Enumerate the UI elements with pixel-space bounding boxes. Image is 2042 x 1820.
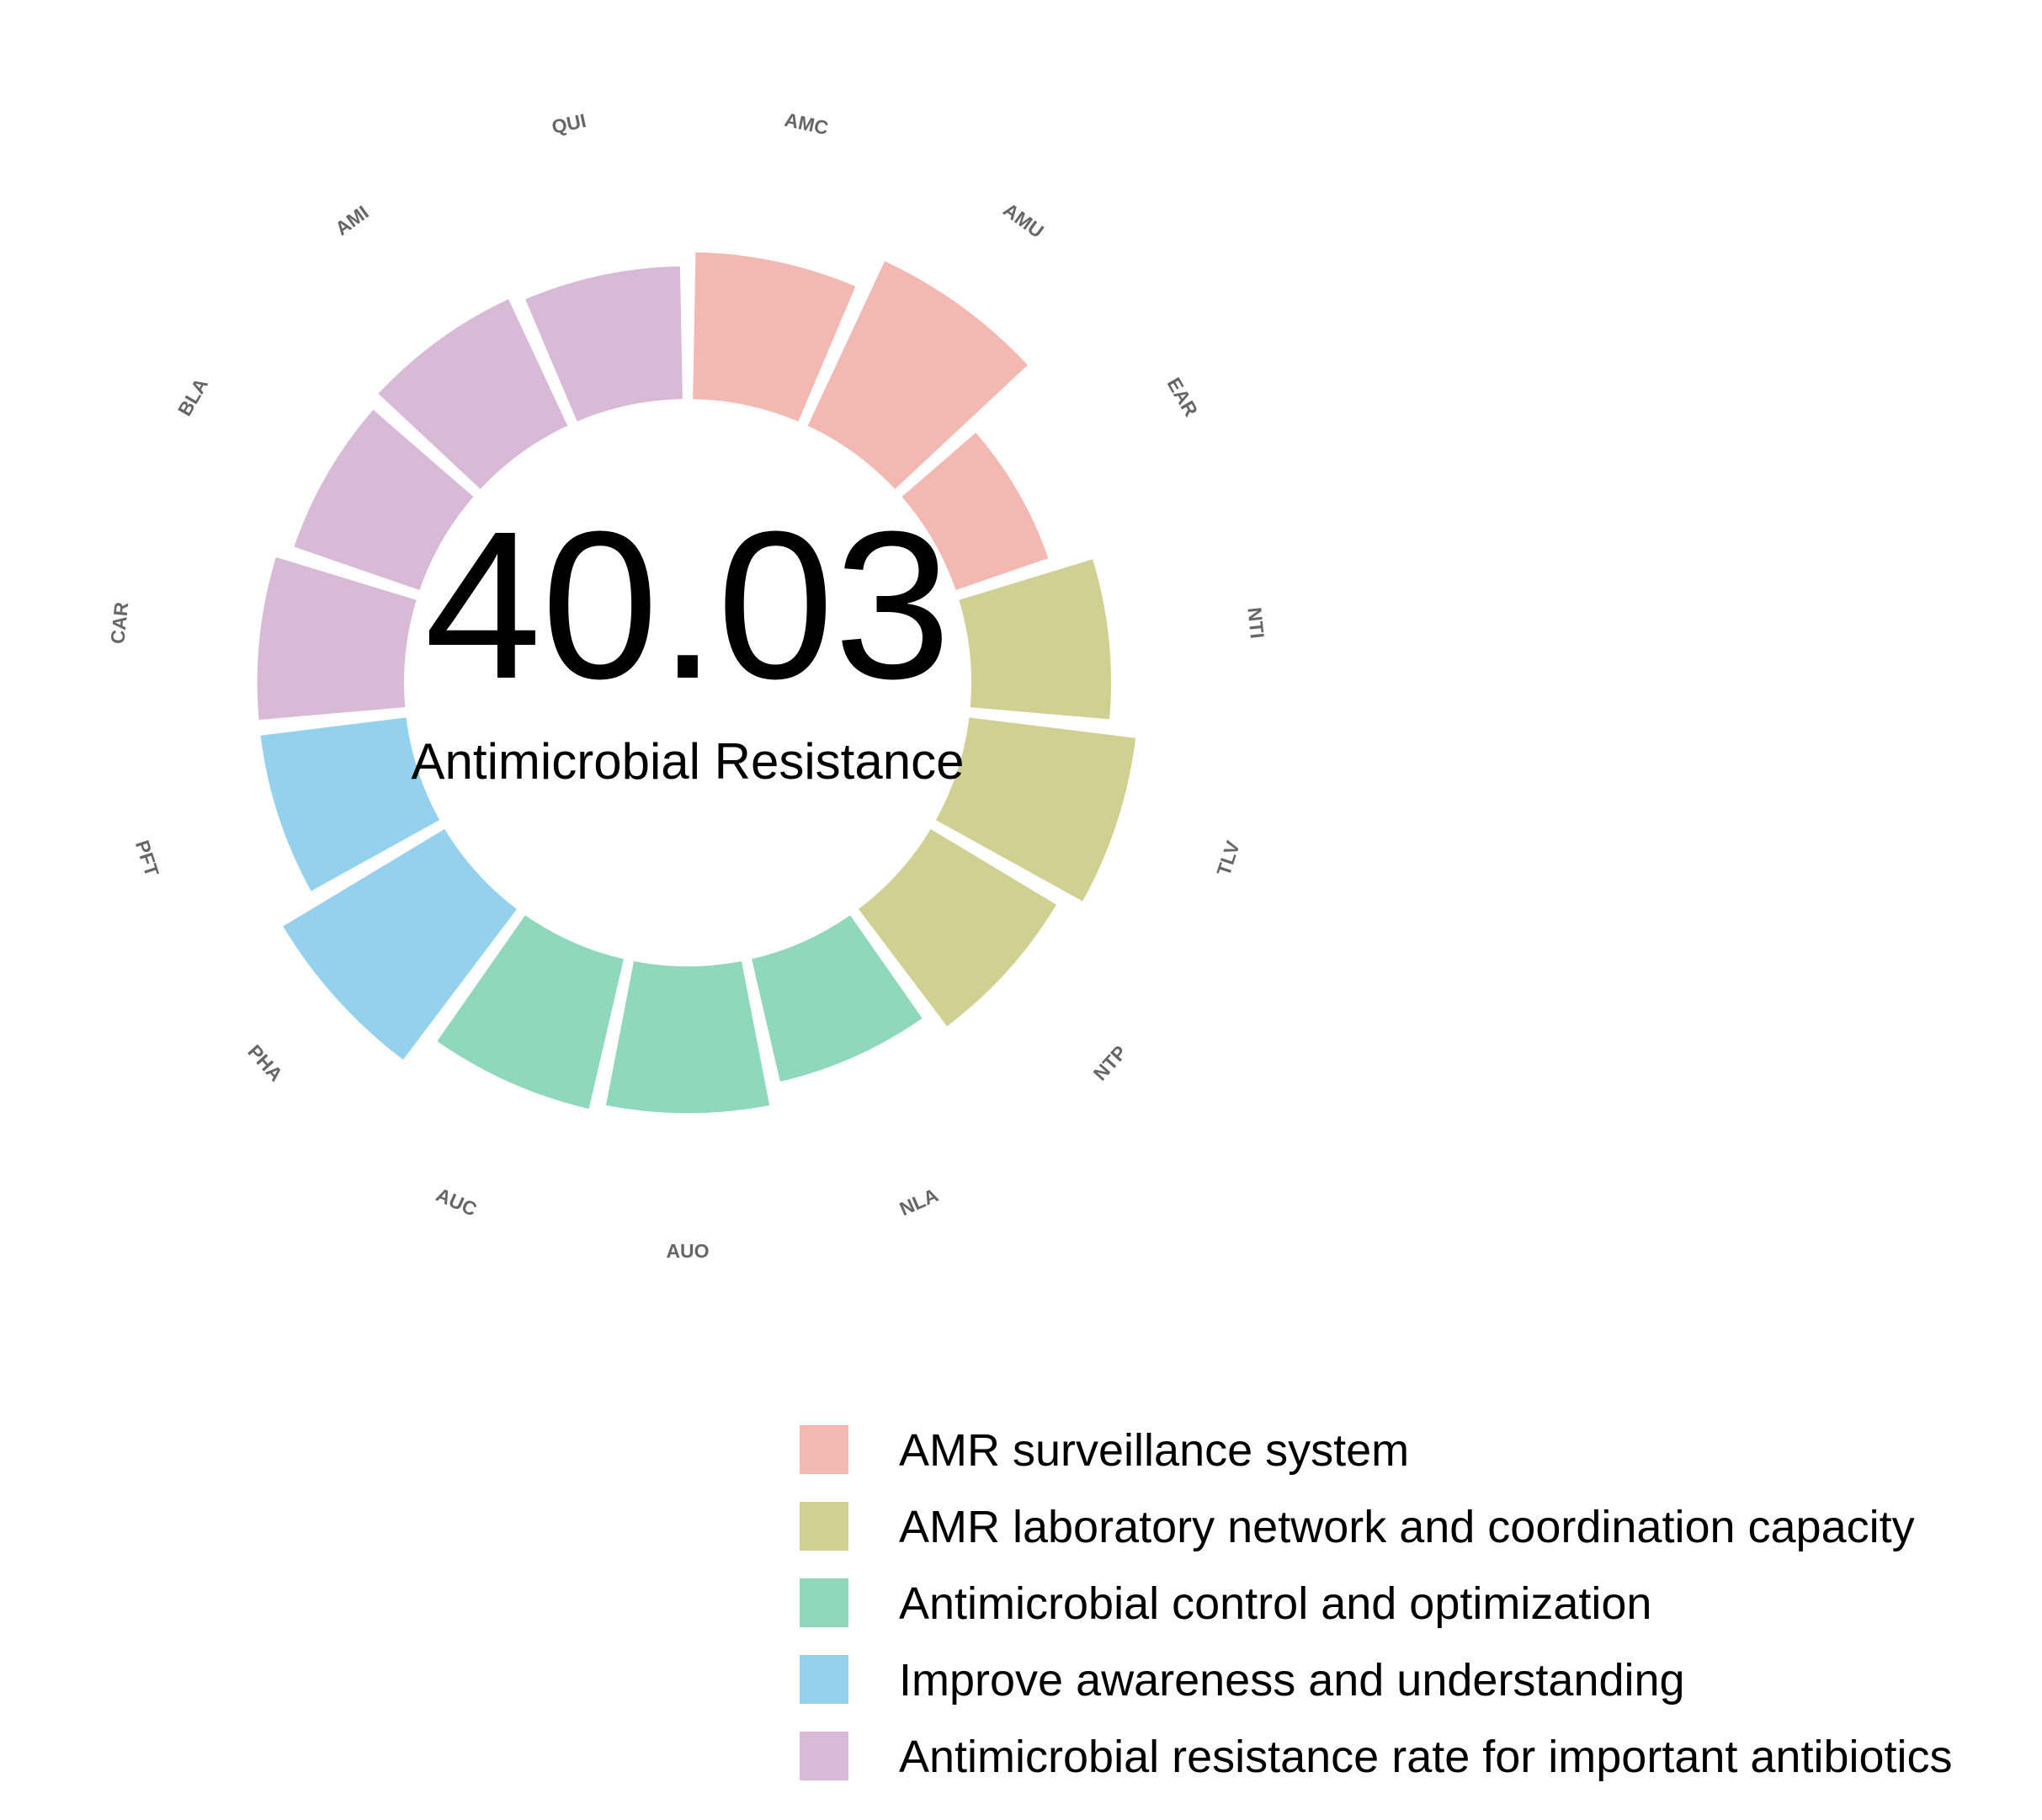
segment-ntp [859,828,1057,1027]
legend-label: AMR laboratory network and coordination … [899,1502,1915,1552]
indicator-label-car: CAR [106,601,132,646]
legend-swatch [800,1578,848,1627]
segment-nti [959,559,1112,720]
legend-label: Antimicrobial resistance rate for import… [899,1732,1953,1782]
indicator-label-bla: BLA [173,375,212,420]
legend: AMR surveillance system AMR laboratory ne… [800,1425,1953,1782]
overall-score: 40.03 [424,487,951,722]
indicator-label-ntp: NTP [1089,1041,1131,1085]
segment-qui [525,266,683,422]
segment-pha [283,828,517,1060]
indicator-label-auo: AUO [666,1240,709,1262]
segment-tlv [935,717,1136,902]
chart-segments [257,252,1136,1114]
legend-swatch [800,1655,848,1704]
indicator-label-amu: AMU [999,199,1048,242]
legend-label: Antimicrobial control and optimization [899,1578,1651,1629]
indicator-label-pft: PFT [131,838,163,879]
indicator-label-amc: AMC [783,109,831,139]
legend-swatch [800,1732,848,1780]
indicator-label-qui: QUI [550,109,588,138]
indicator-label-nti: NTI [1243,606,1268,640]
segment-amc [693,252,856,422]
segment-auc [437,915,624,1110]
indicator-label-pha: PHA [243,1040,287,1085]
legend-swatch [800,1425,848,1474]
segment-amu [807,261,1028,489]
segment-auo [605,961,770,1114]
indicator-label-auc: AUC [433,1184,480,1221]
indicator-label-nla: NLA [896,1184,942,1220]
indicator-label-tlv: TLV [1212,838,1244,878]
indicator-label-ami: AMI [331,201,372,240]
legend-label: AMR surveillance system [899,1425,1409,1476]
segment-ear [901,432,1049,591]
segment-nla [752,915,923,1082]
segment-pft [260,717,440,891]
legend-label: Improve awareness and understanding [899,1655,1685,1706]
segment-ami [378,299,568,489]
legend-swatch [800,1502,848,1551]
segment-car [257,556,417,721]
segment-bla [294,409,474,591]
indicator-label-ear: EAR [1163,374,1203,420]
center-title: Antimicrobial Resistance [412,733,965,790]
